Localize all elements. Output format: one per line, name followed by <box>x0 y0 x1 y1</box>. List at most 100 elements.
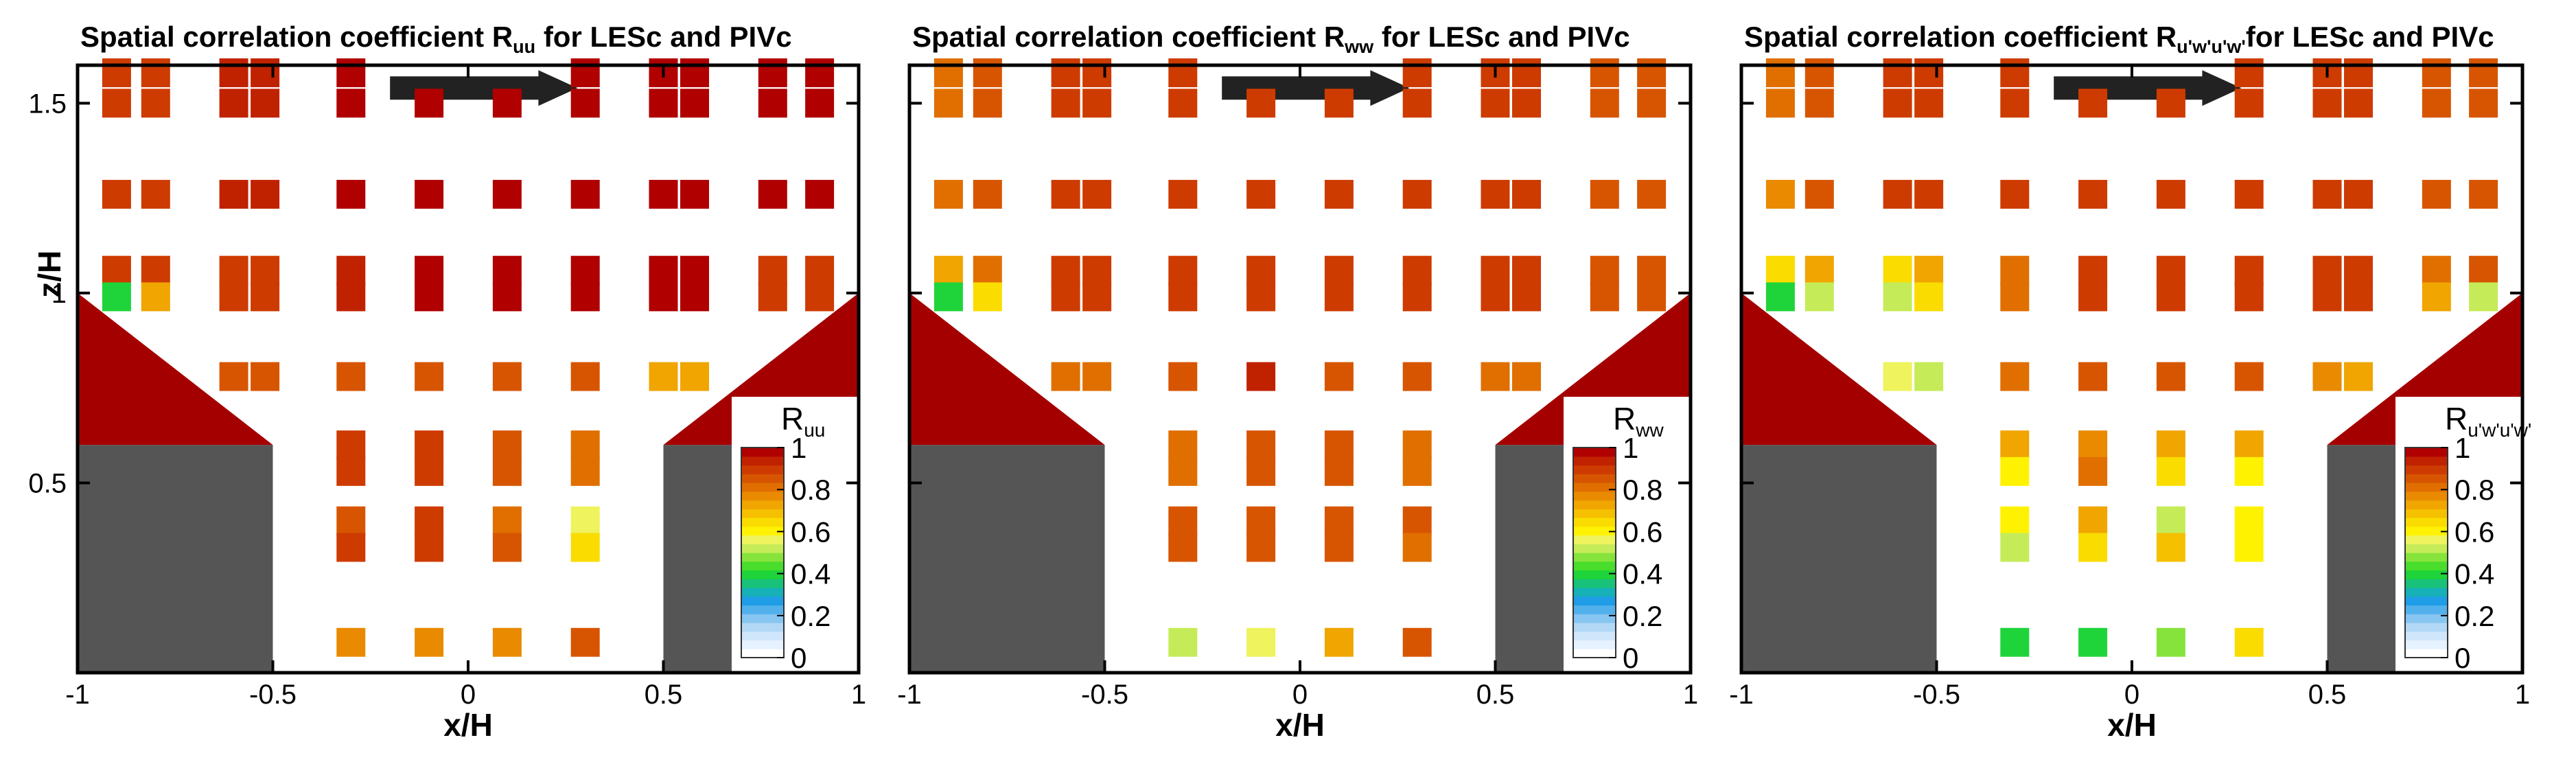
left-building-wall <box>1741 445 1937 673</box>
colorbar-segment <box>1573 474 1616 483</box>
data-cell <box>1590 180 1619 209</box>
colorbar-tick-label: 0.6 <box>791 516 831 548</box>
data-cell <box>2156 89 2185 118</box>
data-cell <box>415 362 444 391</box>
colorbar-segment <box>741 535 784 544</box>
y-tick-label: 1.5 <box>28 89 67 119</box>
y-tick-label: 1 <box>51 279 67 309</box>
data-cell <box>1481 282 1510 312</box>
data-cell <box>1637 180 1667 209</box>
colorbar-segment <box>2405 474 2448 483</box>
y-tick-label: 0.5 <box>28 468 67 498</box>
data-cell <box>570 180 600 209</box>
data-cell <box>2312 282 2342 312</box>
colorbar-tick-label: 0.2 <box>1623 600 1662 632</box>
colorbar-segment <box>741 526 784 536</box>
data-cell <box>336 362 366 391</box>
data-cell <box>141 180 170 209</box>
colorbar-segment <box>2405 623 2448 632</box>
data-cell <box>1402 627 1432 657</box>
data-cell <box>2078 456 2108 486</box>
title-symbol: R <box>492 21 513 53</box>
data-cell <box>219 255 248 285</box>
data-cell <box>1637 89 1667 118</box>
data-cell <box>2156 180 2185 209</box>
data-cell <box>570 255 600 285</box>
data-cell <box>251 282 280 312</box>
data-cell <box>2422 180 2451 209</box>
panel-3: Spatial correlation coefficient Ru'w'u'w… <box>1729 21 2531 743</box>
data-cell <box>2078 282 2108 312</box>
data-cell <box>1246 627 1276 657</box>
data-cell <box>1246 282 1276 312</box>
colorbar-segment <box>741 491 784 501</box>
data-cell <box>2078 627 2108 657</box>
data-cell <box>492 533 522 562</box>
data-cell <box>1082 362 1112 391</box>
x-tick-label: 1 <box>1683 680 1698 710</box>
data-cell <box>2234 430 2264 460</box>
x-axis-label: x/H <box>2107 707 2157 743</box>
data-cell <box>141 89 170 118</box>
colorbar-segment <box>1573 588 1616 597</box>
data-cell <box>649 282 678 312</box>
data-cell <box>649 180 678 209</box>
colorbar-segment <box>741 474 784 483</box>
data-cell <box>2234 255 2264 285</box>
title-text: Spatial correlation coefficient <box>912 21 1324 53</box>
data-cell <box>1402 282 1432 312</box>
data-cell <box>1512 58 1542 88</box>
legend-symbol: R <box>781 401 804 437</box>
data-cell <box>1883 58 1912 88</box>
data-cell <box>219 58 248 88</box>
colorbar-tick-label: 0 <box>791 642 807 674</box>
colorbar-segment <box>741 623 784 632</box>
x-tick-label: 1 <box>2515 680 2530 710</box>
data-cell <box>1512 362 1542 391</box>
colorbar-segment <box>1573 491 1616 501</box>
colorbar-tick-label: 0.4 <box>791 558 831 590</box>
legend-title: Ruu <box>781 401 825 441</box>
colorbar-tick-label: 1 <box>2455 432 2470 464</box>
data-cell <box>1246 456 1276 486</box>
data-cell <box>415 627 444 657</box>
data-cell <box>1324 282 1354 312</box>
data-cell <box>973 255 1002 285</box>
colorbar-segment <box>1573 605 1616 614</box>
data-cell <box>1051 89 1080 118</box>
colorbar-segment <box>741 509 784 518</box>
data-cell <box>1883 89 1912 118</box>
data-cell <box>649 89 678 118</box>
data-cell <box>1765 282 1795 312</box>
data-cell <box>1590 58 1619 88</box>
data-cell <box>649 255 678 285</box>
x-tick-label: 0.5 <box>1476 680 1515 710</box>
data-cell <box>2078 362 2108 391</box>
data-cell <box>336 506 366 535</box>
colorbar-segment <box>2405 640 2448 649</box>
x-tick-label: 0 <box>1292 680 1308 710</box>
data-cell <box>1051 255 1080 285</box>
data-cell <box>1168 282 1198 312</box>
data-cell <box>2156 282 2185 312</box>
data-cell <box>1168 180 1198 209</box>
data-cell <box>251 180 280 209</box>
data-cell <box>1324 533 1354 562</box>
data-cell <box>2344 282 2374 312</box>
legend-subscript: ww <box>1635 419 1664 441</box>
data-cell <box>251 58 280 88</box>
data-cell <box>1914 362 1944 391</box>
x-tick-label: -0.5 <box>1081 680 1128 710</box>
panel-2: Spatial correlation coefficient Rww for … <box>897 21 1698 743</box>
data-cell <box>933 180 963 209</box>
data-cell <box>1324 89 1354 118</box>
data-cell <box>1168 627 1198 657</box>
data-cell <box>2344 89 2374 118</box>
data-cell <box>2156 533 2185 562</box>
colorbar-segment <box>2405 588 2448 597</box>
title-text: Spatial correlation coefficient <box>80 21 492 53</box>
data-cell <box>2234 533 2264 562</box>
panel-1: Spatial correlation coefficient Ruu for … <box>28 21 866 743</box>
data-cell <box>1765 180 1795 209</box>
colorbar-segment <box>1573 509 1616 518</box>
